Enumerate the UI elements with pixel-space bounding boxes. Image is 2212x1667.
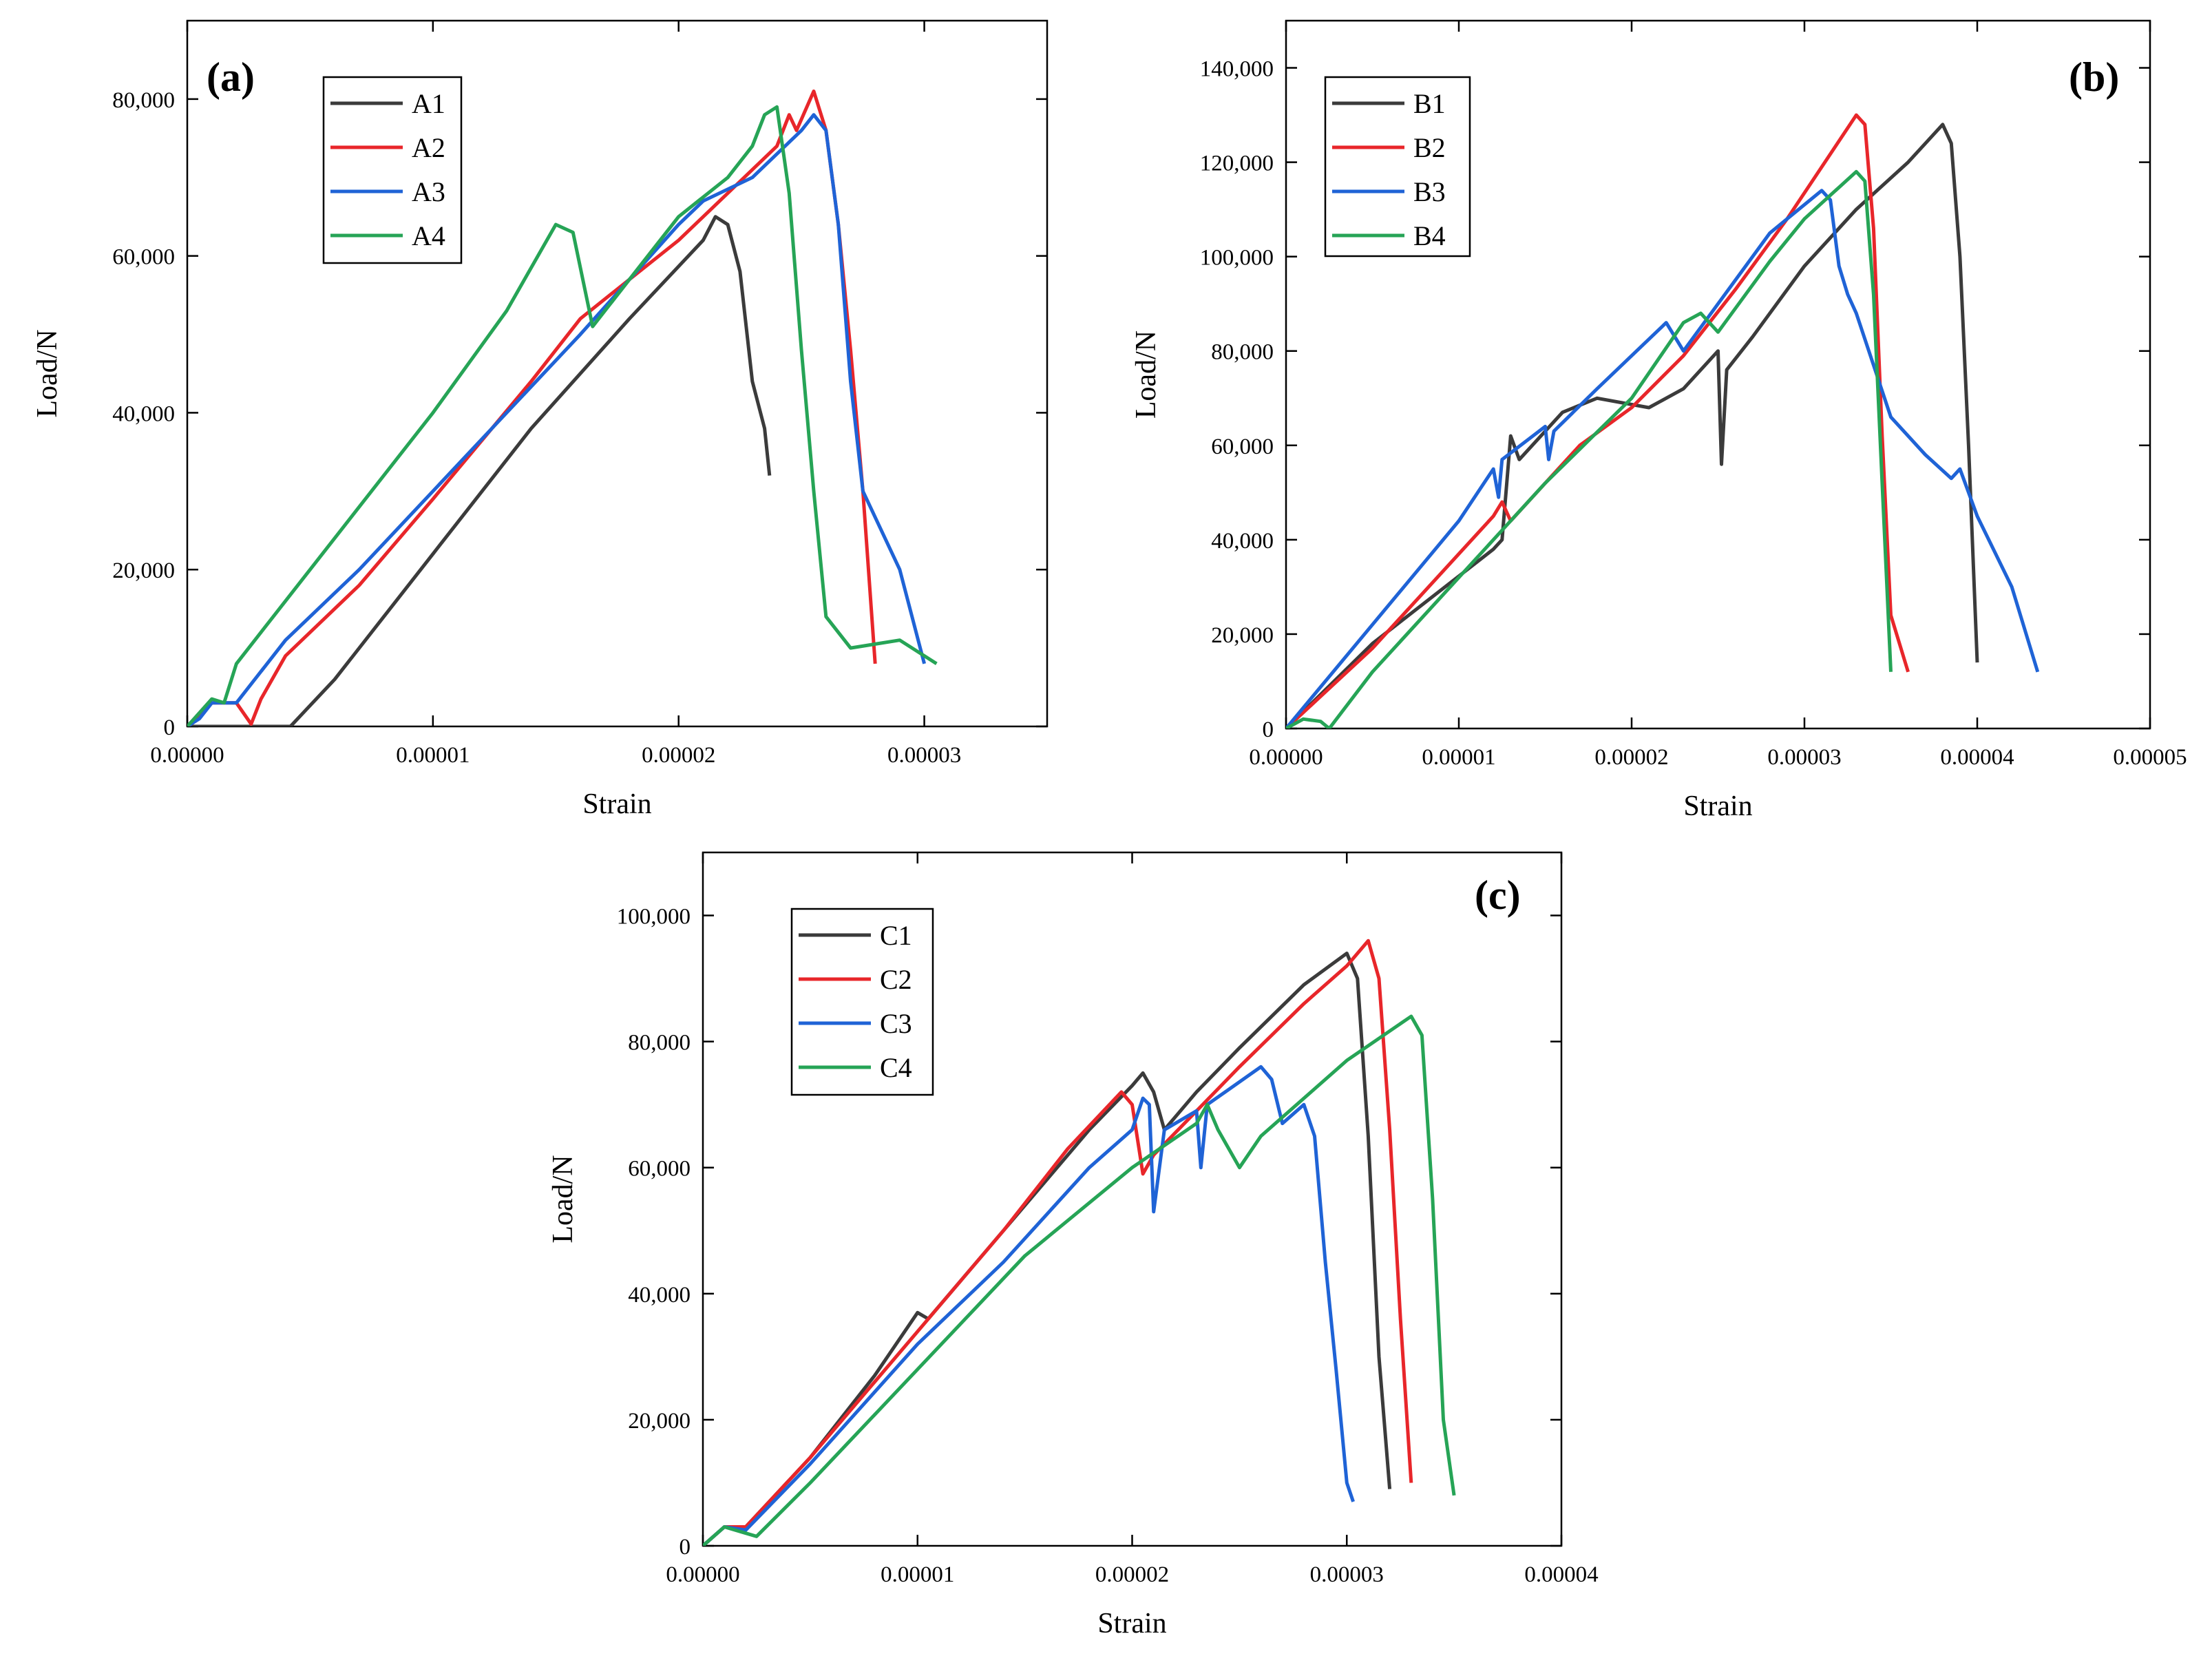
y-tick-label: 40,000 xyxy=(1211,529,1274,554)
x-tick-label: 0.00003 xyxy=(1767,745,1841,770)
x-tick-label: 0.00001 xyxy=(1422,745,1495,770)
y-tick-label: 20,000 xyxy=(628,1409,691,1434)
y-tick-label: 40,000 xyxy=(112,401,175,426)
y-tick-label: 20,000 xyxy=(1211,623,1274,648)
x-tick-label: 0.00003 xyxy=(1310,1562,1384,1587)
legend-label-c3: C3 xyxy=(880,1008,912,1039)
plot-frame xyxy=(186,19,1049,728)
y-tick-label: 80,000 xyxy=(112,88,175,113)
series-line-b1 xyxy=(1286,123,1979,728)
y-tick-label: 80,000 xyxy=(628,1031,691,1056)
y-tick-label: 60,000 xyxy=(1211,434,1274,459)
y-tick-label: 0 xyxy=(680,1535,691,1560)
legend-label-c1: C1 xyxy=(880,920,912,951)
panel-tag: (c) xyxy=(1475,872,1521,918)
legend-label-a3: A3 xyxy=(412,176,445,207)
legend-label-a2: A2 xyxy=(412,132,445,163)
chart-panel-a: 0.00000 0.00001 0.00002 0.00003 0 20,000 40,00… xyxy=(32,19,1049,820)
legend-label-c4: C4 xyxy=(880,1052,912,1083)
x-tick-label: 0.00000 xyxy=(666,1562,739,1587)
legend-label-c2: C2 xyxy=(880,964,912,995)
series-line-b2 xyxy=(1286,113,1910,728)
y-tick-label: 60,000 xyxy=(628,1157,691,1182)
x-axis-title: Strain xyxy=(1097,1608,1166,1639)
series-line-c3 xyxy=(703,1065,1355,1546)
y-axis-title: Load/N xyxy=(547,1155,579,1243)
x-axis-title: Strain xyxy=(1683,790,1752,822)
y-axis-title: Load/N xyxy=(32,329,63,417)
y-tick-label: 20,000 xyxy=(112,558,175,583)
x-tick-label: 0.00000 xyxy=(1249,745,1323,770)
y-axis-title: Load/N xyxy=(1130,331,1162,419)
panel-tag: (b) xyxy=(2069,54,2119,100)
series-line-c4 xyxy=(703,1014,1456,1546)
x-tick-label: 0.00004 xyxy=(1524,1562,1598,1587)
y-tick-label: 100,000 xyxy=(617,905,691,930)
legend-label-b3: B3 xyxy=(1413,176,1446,207)
series-line-a1 xyxy=(187,215,772,726)
plot-frame xyxy=(1285,19,2151,730)
series-line-a3 xyxy=(187,113,927,726)
y-tick-label: 100,000 xyxy=(1200,246,1274,271)
y-tick-label: 140,000 xyxy=(1200,57,1274,82)
x-tick-label: 0.00003 xyxy=(887,743,961,768)
y-tick-label: 80,000 xyxy=(1211,340,1274,365)
chart-panel-c: 0.00000 0.00001 0.00002 0.00003 0.00004 0 20,0… xyxy=(547,851,1599,1639)
legend-box xyxy=(1324,76,1471,258)
legend-box xyxy=(322,76,463,264)
legend-label-b4: B4 xyxy=(1413,220,1446,251)
y-tick-label: 0 xyxy=(1263,717,1274,742)
series-line-c2 xyxy=(703,939,1413,1546)
panel-tag: (a) xyxy=(207,54,255,100)
x-tick-label: 0.00002 xyxy=(1594,745,1668,770)
x-axis-title: Strain xyxy=(582,788,651,820)
legend-label-b2: B2 xyxy=(1413,132,1446,163)
y-tick-label: 40,000 xyxy=(628,1283,691,1308)
x-tick-label: 0.00004 xyxy=(1940,745,2014,770)
x-tick-label: 0.00002 xyxy=(642,743,715,768)
y-tick-label: 0 xyxy=(164,715,176,740)
legend-label-b1: B1 xyxy=(1413,88,1446,119)
chart-panel-b: 0.00000 0.00001 0.00002 0.00003 0.00004 0.000… xyxy=(1130,19,2187,822)
series-line-a4 xyxy=(187,105,938,726)
legend-label-a4: A4 xyxy=(412,220,445,251)
legend-box xyxy=(790,908,934,1096)
x-tick-label: 0.00001 xyxy=(881,1562,954,1587)
y-tick-label: 120,000 xyxy=(1200,151,1274,176)
legend-label-a1: A1 xyxy=(412,88,445,119)
x-tick-label: 0.00005 xyxy=(2113,745,2187,770)
y-tick-label: 60,000 xyxy=(112,245,175,270)
x-tick-label: 0.00002 xyxy=(1095,1562,1169,1587)
series-line-b3 xyxy=(1286,189,2040,728)
x-tick-label: 0.00000 xyxy=(150,743,224,768)
x-tick-label: 0.00001 xyxy=(396,743,470,768)
series-line-b4 xyxy=(1286,169,1893,728)
